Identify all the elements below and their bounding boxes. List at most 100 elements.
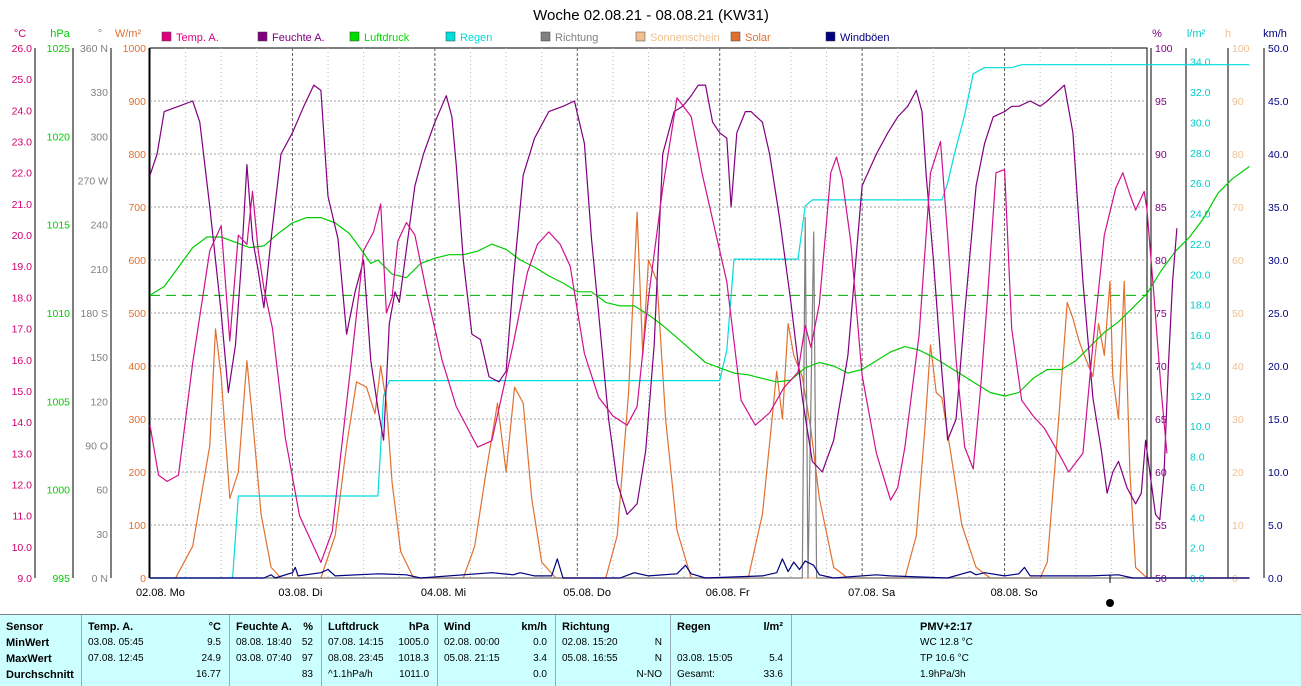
legend-label: Sonnenschein bbox=[650, 32, 720, 44]
x-tick-label: 03.08. Di bbox=[278, 587, 322, 599]
series-group bbox=[149, 64, 1250, 579]
legend-label: Luftdruck bbox=[364, 32, 410, 44]
stat-unit: km/h bbox=[521, 621, 547, 633]
tick-label-sun: 40 bbox=[1232, 361, 1244, 373]
tick-label-solar: 400 bbox=[128, 361, 146, 373]
legend-swatch bbox=[349, 31, 360, 42]
tick-label-hum: 70 bbox=[1155, 361, 1167, 373]
stat-value: 0.0 bbox=[533, 669, 547, 680]
stat-header: Luftdruck bbox=[328, 621, 379, 633]
stat-time: 07.08. 12:45 bbox=[88, 653, 144, 664]
series-line-temp-a- bbox=[149, 97, 1168, 564]
tick-label-rain: 18.0 bbox=[1190, 300, 1211, 312]
stat-column: Feuchte A.% 08.08. 18:40 52 03.08. 07:40 97 8… bbox=[230, 615, 322, 686]
series-line-windb-en bbox=[150, 558, 1250, 579]
time-marker-dot bbox=[1106, 599, 1114, 607]
tick-label-dir: 360 N bbox=[80, 43, 108, 55]
tick-label-hpa: 1000 bbox=[47, 485, 71, 497]
tick-label-solar: 600 bbox=[128, 255, 146, 267]
tick-label-hpa: 1025 bbox=[47, 43, 71, 55]
tick-label-rain: 20.0 bbox=[1190, 269, 1211, 281]
tick-label-hum: 65 bbox=[1155, 414, 1167, 426]
tick-label-hpa: 1005 bbox=[47, 396, 71, 408]
tick-label-temp: 17.0 bbox=[12, 324, 33, 336]
x-tick-label: 05.08. Do bbox=[563, 587, 611, 599]
stat-time: 02.08. 15:20 bbox=[562, 637, 618, 648]
tick-label-hum: 55 bbox=[1155, 520, 1167, 532]
tick-label-dir: 90 O bbox=[85, 441, 108, 453]
stat-unit: % bbox=[303, 621, 313, 633]
weather-chart: Woche 02.08.21 - 08.08.21 (KW31) Temp. A… bbox=[12, 7, 1289, 607]
windchill-value: WC 12.8 °C bbox=[920, 637, 973, 648]
legend-swatch bbox=[730, 31, 741, 42]
tick-label-sun: 30 bbox=[1232, 414, 1244, 426]
tick-label-gust: 15.0 bbox=[1268, 414, 1289, 426]
stat-row-label: MaxWert bbox=[6, 653, 52, 665]
tick-label-hpa: 1015 bbox=[47, 220, 71, 232]
stat-value: 52 bbox=[301, 637, 313, 648]
stat-row-label: Durchschnitt bbox=[6, 669, 74, 681]
legend-swatch bbox=[257, 31, 268, 42]
axis-unit-gust: km/h bbox=[1263, 28, 1287, 40]
tick-label-solar: 500 bbox=[128, 308, 146, 320]
tick-label-gust: 35.0 bbox=[1268, 202, 1289, 214]
stat-unit: hPa bbox=[408, 621, 429, 633]
tick-label-sun: 50 bbox=[1232, 308, 1244, 320]
stat-column: Richtung 02.08. 15:20 N 05.08. 16:55 N N-NO bbox=[556, 615, 671, 686]
tick-label-gust: 20.0 bbox=[1268, 361, 1289, 373]
tick-label-dir: 270 W bbox=[78, 176, 108, 188]
legend-label: Richtung bbox=[555, 32, 598, 44]
tick-label-gust: 50.0 bbox=[1268, 43, 1289, 55]
tick-label-rain: 8.0 bbox=[1190, 452, 1205, 464]
tick-label-hum: 100 bbox=[1155, 43, 1173, 55]
stat-value: N-NO bbox=[636, 669, 662, 680]
tick-label-hum: 75 bbox=[1155, 308, 1167, 320]
stat-value: 1018.3 bbox=[398, 653, 429, 664]
tick-label-temp: 25.0 bbox=[12, 74, 33, 86]
tick-label-rain: 34.0 bbox=[1190, 57, 1211, 69]
tick-label-rain: 16.0 bbox=[1190, 330, 1211, 342]
legend-swatch bbox=[161, 31, 172, 42]
stat-value: 97 bbox=[301, 653, 313, 664]
statistics-panel: Sensor MinWert MaxWert Durchschnitt Temp. A.… bbox=[0, 614, 1301, 686]
x-tick-label: 07.08. Sa bbox=[848, 587, 896, 599]
tick-label-temp: 9.0 bbox=[17, 573, 32, 585]
stat-column: Sensor MinWert MaxWert Durchschnitt bbox=[0, 615, 82, 686]
stat-value: 5.4 bbox=[769, 653, 783, 664]
tick-label-temp: 24.0 bbox=[12, 105, 33, 117]
tick-label-temp: 15.0 bbox=[12, 386, 33, 398]
tick-label-rain: 32.0 bbox=[1190, 87, 1211, 99]
tick-label-dir: 150 bbox=[90, 352, 108, 364]
tick-label-gust: 25.0 bbox=[1268, 308, 1289, 320]
stat-value: 33.6 bbox=[763, 669, 783, 680]
axis-unit-temp: °C bbox=[14, 28, 26, 40]
stat-time: 05.08. 16:55 bbox=[562, 653, 618, 664]
series-line-luftdruck bbox=[149, 165, 1250, 397]
axis-unit-dir: ° bbox=[98, 28, 102, 40]
tick-label-gust: 10.0 bbox=[1268, 467, 1289, 479]
tick-label-gust: 45.0 bbox=[1268, 96, 1289, 108]
x-axis: 02.08. Mo 03.08. Di 04.08. Mi 05.08. Do 06.0… bbox=[136, 575, 1114, 607]
stat-column: Temp. A. °C 03.08. 05:45 9.5 07.08. 12:45 24.… bbox=[82, 615, 230, 686]
stat-value: 0.0 bbox=[533, 637, 547, 648]
legend-swatch bbox=[635, 31, 646, 42]
tick-label-temp: 13.0 bbox=[12, 448, 33, 460]
legend-swatch bbox=[825, 31, 836, 42]
tick-label-temp: 22.0 bbox=[12, 168, 33, 180]
tick-label-sun: 60 bbox=[1232, 255, 1244, 267]
tick-label-solar: 100 bbox=[128, 520, 146, 532]
tick-label-sun: 0 bbox=[1232, 573, 1238, 585]
series-line-solar bbox=[150, 211, 1250, 579]
plot-area bbox=[149, 47, 1148, 579]
tick-label-solar: 700 bbox=[128, 202, 146, 214]
tick-label-hpa: 1010 bbox=[47, 308, 71, 320]
tick-label-sun: 20 bbox=[1232, 467, 1244, 479]
stat-column: Luftdruck hPa 07.08. 14:15 1005.0 08.08. 23:… bbox=[322, 615, 438, 686]
tick-label-dir: 210 bbox=[90, 264, 108, 276]
tick-label-temp: 19.0 bbox=[12, 261, 33, 273]
legend-label: Feuchte A. bbox=[272, 32, 325, 44]
tick-label-rain: 24.0 bbox=[1190, 209, 1211, 221]
tick-label-solar: 200 bbox=[128, 467, 146, 479]
tick-label-rain: 30.0 bbox=[1190, 117, 1211, 129]
legend-label: Temp. A. bbox=[176, 32, 219, 44]
